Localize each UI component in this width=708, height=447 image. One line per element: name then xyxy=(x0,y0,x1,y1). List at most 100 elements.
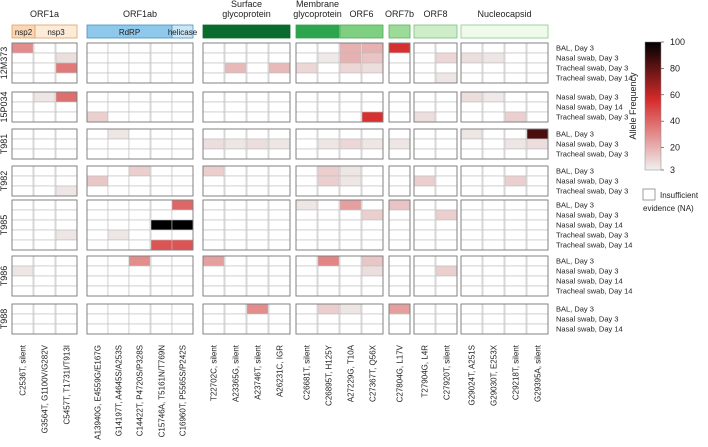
heatmap-cell xyxy=(11,138,34,150)
heatmap-cell xyxy=(11,165,34,177)
heatmap-cell xyxy=(128,42,151,54)
heatmap-cell xyxy=(202,185,225,197)
heatmap-cell xyxy=(33,285,56,297)
heatmap-cell xyxy=(339,219,362,231)
group-border xyxy=(11,42,78,84)
heatmap-cell xyxy=(150,91,173,103)
group-border xyxy=(11,128,78,160)
heatmap-cell xyxy=(268,185,291,197)
heatmap-cell xyxy=(150,185,173,197)
gene-bar xyxy=(202,24,291,39)
heatmap-cell xyxy=(460,219,483,231)
heatmap-cell xyxy=(171,199,194,211)
heatmap-cell xyxy=(413,128,436,140)
heatmap-cell xyxy=(482,128,505,140)
group-border xyxy=(388,42,411,84)
heatmap-cell xyxy=(388,101,411,113)
group-border xyxy=(388,303,411,335)
heatmap-cell xyxy=(246,42,269,54)
group-border xyxy=(388,128,411,160)
heatmap-cell xyxy=(150,265,173,277)
heatmap-cell xyxy=(55,175,78,187)
heatmap-cell xyxy=(107,111,130,123)
heatmap-cell xyxy=(202,175,225,187)
heatmap-cell xyxy=(413,285,436,297)
heatmap-cell xyxy=(128,199,151,211)
subgene-label: nsp3 xyxy=(47,28,65,37)
heatmap-cell xyxy=(107,165,130,177)
heatmap-cell xyxy=(435,148,458,160)
heatmap-cell xyxy=(504,148,527,160)
colorbar xyxy=(644,41,662,171)
subgene-label: RdRP xyxy=(119,28,140,37)
heatmap-cell xyxy=(86,148,109,160)
heatmap-cell xyxy=(317,209,340,221)
heatmap-cell xyxy=(460,148,483,160)
heatmap-cell xyxy=(268,313,291,325)
heatmap-cell xyxy=(482,52,505,64)
heatmap-cell xyxy=(171,229,194,241)
heatmap-cell xyxy=(526,313,549,325)
heatmap-cell xyxy=(268,138,291,150)
heatmap-cell xyxy=(246,101,269,113)
heatmap-cell xyxy=(361,185,384,197)
heatmap-cell xyxy=(128,303,151,315)
heatmap-cell xyxy=(55,219,78,231)
heatmap-cell xyxy=(361,62,384,74)
heatmap-cell xyxy=(388,72,411,84)
group-border xyxy=(202,128,291,160)
heatmap-cell xyxy=(107,138,130,150)
heatmap-cell xyxy=(107,91,130,103)
group-border xyxy=(202,42,291,84)
group-border xyxy=(86,128,194,160)
heatmap-cell xyxy=(361,101,384,113)
heatmap-cell xyxy=(482,175,505,187)
heatmap-cell xyxy=(460,101,483,113)
mutation-label: C26681T, silent xyxy=(303,344,312,400)
heatmap-cell xyxy=(295,255,318,267)
heatmap-cell xyxy=(107,209,130,221)
heatmap-cell xyxy=(55,128,78,140)
heatmap-cell xyxy=(128,219,151,231)
colorbar-tick-label: 60 xyxy=(670,90,680,100)
heatmap-cell xyxy=(460,165,483,177)
heatmap-cell xyxy=(339,111,362,123)
heatmap-cell xyxy=(86,239,109,251)
heatmap-cell xyxy=(339,185,362,197)
heatmap-cell xyxy=(435,91,458,103)
heatmap-cell xyxy=(107,185,130,197)
heatmap-cell xyxy=(55,209,78,221)
heatmap-cell xyxy=(526,239,549,251)
colorbar-tick-label: 20 xyxy=(670,143,680,153)
group-border xyxy=(86,165,194,197)
heatmap-cell xyxy=(86,91,109,103)
heatmap-cell xyxy=(460,323,483,335)
heatmap-cell xyxy=(268,165,291,177)
heatmap-cell xyxy=(150,52,173,64)
heatmap-cell xyxy=(33,229,56,241)
heatmap-cell xyxy=(268,128,291,140)
group-border xyxy=(460,165,549,197)
heatmap-cell xyxy=(482,72,505,84)
heatmap-cell xyxy=(202,128,225,140)
gene-bar xyxy=(388,24,411,39)
heatmap-cell xyxy=(55,285,78,297)
heatmap-cell xyxy=(435,185,458,197)
heatmap-cell xyxy=(339,209,362,221)
gene-label: ORF1ab xyxy=(123,9,157,19)
mutation-label: C15746A, T5161N/T769N xyxy=(158,345,167,438)
heatmap-cell xyxy=(268,52,291,64)
group-border xyxy=(202,199,291,251)
heatmap-cell xyxy=(388,285,411,297)
heatmap-cell xyxy=(202,323,225,335)
heatmap-cell xyxy=(295,209,318,221)
group-border xyxy=(460,128,549,160)
heatmap-cell xyxy=(202,138,225,150)
heatmap-cell xyxy=(33,165,56,177)
sample-label: Nasal swab, Day 14 xyxy=(556,277,623,286)
heatmap-cell xyxy=(224,229,247,241)
heatmap-cell xyxy=(504,239,527,251)
heatmap-cell xyxy=(224,165,247,177)
heatmap-cell xyxy=(504,91,527,103)
heatmap-cell xyxy=(11,199,34,211)
